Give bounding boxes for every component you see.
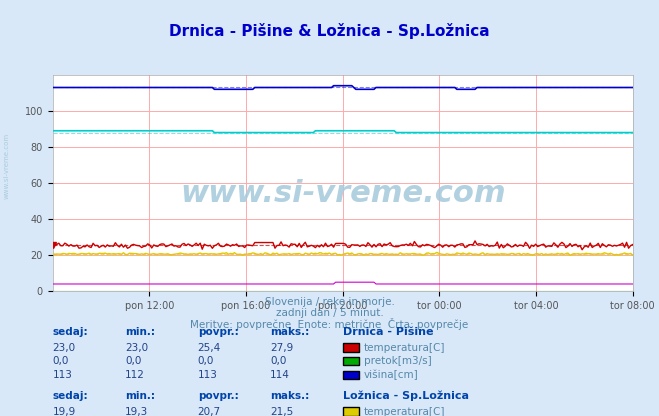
Text: 113: 113 — [53, 370, 72, 380]
Text: min.:: min.: — [125, 327, 156, 337]
Text: 19,9: 19,9 — [53, 407, 76, 416]
Text: min.:: min.: — [125, 391, 156, 401]
Text: 0,0: 0,0 — [270, 357, 287, 366]
Text: 21,5: 21,5 — [270, 407, 293, 416]
Text: zadnji dan / 5 minut.: zadnji dan / 5 minut. — [275, 308, 384, 318]
Text: 25,4: 25,4 — [198, 343, 221, 353]
Text: 0,0: 0,0 — [125, 357, 142, 366]
Text: 112: 112 — [125, 370, 145, 380]
Text: povpr.:: povpr.: — [198, 391, 239, 401]
Text: sedaj:: sedaj: — [53, 391, 88, 401]
Text: Meritve: povprečne  Enote: metrične  Črta: povprečje: Meritve: povprečne Enote: metrične Črta:… — [190, 318, 469, 330]
Text: maks.:: maks.: — [270, 327, 310, 337]
Text: 114: 114 — [270, 370, 290, 380]
Text: pretok[m3/s]: pretok[m3/s] — [364, 357, 432, 366]
Text: višina[cm]: višina[cm] — [364, 370, 418, 380]
Text: maks.:: maks.: — [270, 391, 310, 401]
Text: Ložnica - Sp.Ložnica: Ložnica - Sp.Ložnica — [343, 391, 469, 401]
Text: 0,0: 0,0 — [53, 357, 69, 366]
Text: temperatura[C]: temperatura[C] — [364, 343, 445, 353]
Text: www.si-vreme.com: www.si-vreme.com — [180, 179, 505, 208]
Text: temperatura[C]: temperatura[C] — [364, 407, 445, 416]
Text: 113: 113 — [198, 370, 217, 380]
Text: sedaj:: sedaj: — [53, 327, 88, 337]
Text: Drnica - Pišine: Drnica - Pišine — [343, 327, 433, 337]
Text: Slovenija / reke in morje.: Slovenija / reke in morje. — [264, 297, 395, 307]
Text: 20,7: 20,7 — [198, 407, 221, 416]
Text: povpr.:: povpr.: — [198, 327, 239, 337]
Text: 23,0: 23,0 — [53, 343, 76, 353]
Text: 27,9: 27,9 — [270, 343, 293, 353]
Text: 0,0: 0,0 — [198, 357, 214, 366]
Text: 19,3: 19,3 — [125, 407, 148, 416]
Text: Drnica - Pišine & Ložnica - Sp.Ložnica: Drnica - Pišine & Ložnica - Sp.Ložnica — [169, 23, 490, 39]
Text: www.si-vreme.com: www.si-vreme.com — [3, 134, 10, 199]
Text: 23,0: 23,0 — [125, 343, 148, 353]
